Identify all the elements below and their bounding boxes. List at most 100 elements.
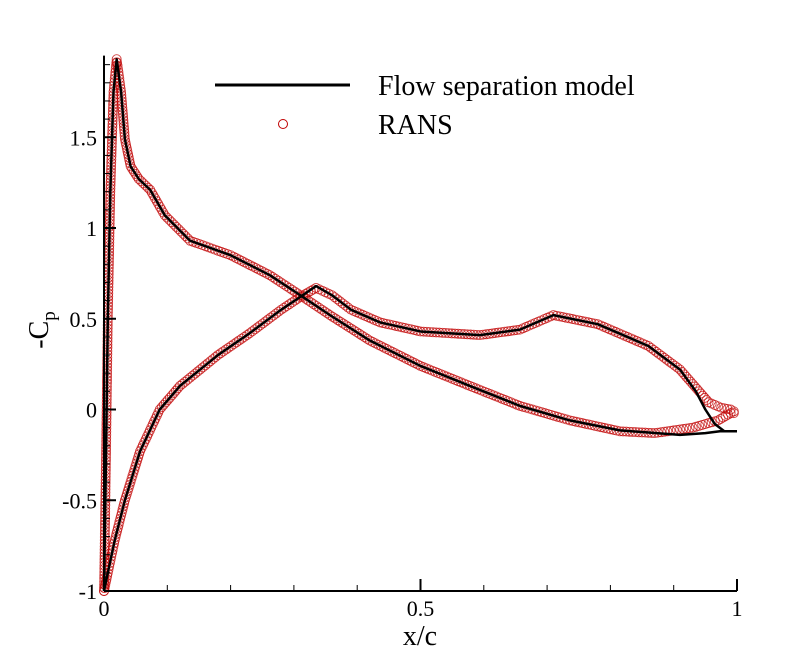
y-tick-label: 0.5 (70, 307, 98, 332)
rans-marker (226, 341, 237, 351)
rans-marker (725, 404, 736, 415)
rans-marker (395, 351, 406, 362)
rans-marker (244, 328, 255, 339)
rans-marker (128, 166, 139, 177)
rans-marker (242, 330, 252, 341)
rans-marker (343, 322, 354, 332)
svg-text:-Cp: -Cp (24, 311, 60, 349)
rans-marker (252, 322, 263, 333)
model-line-0 (102, 57, 737, 592)
rans-marker (319, 306, 330, 317)
legend-label-rans: RANS (378, 110, 453, 141)
rans-marker (212, 350, 223, 360)
rans-marker (373, 339, 384, 350)
rans-marker (333, 315, 343, 326)
rans-marker (154, 201, 165, 212)
rans-marker (646, 342, 656, 353)
rans-marker (151, 196, 162, 207)
rans-marker (354, 328, 365, 339)
rans-marker (659, 352, 670, 363)
rans-marker (404, 355, 415, 366)
rans-marker (148, 190, 159, 201)
rans-marker (343, 302, 354, 313)
rans-marker (247, 326, 258, 337)
x-tick-label: 1 (732, 596, 743, 621)
legend-marker-swatch (278, 119, 288, 129)
rans-marker (276, 304, 287, 315)
rans-marker (145, 184, 156, 195)
y-tick-label: 0 (86, 398, 97, 423)
rans-marker (182, 233, 193, 244)
rans-marker (234, 335, 244, 346)
rans-marker (265, 312, 276, 323)
rans-marker (228, 251, 239, 262)
rans-marker (384, 345, 395, 356)
rans-marker (239, 331, 250, 342)
rans-marker (218, 346, 229, 357)
rans-marker (667, 358, 678, 369)
rans-marker (225, 250, 236, 261)
rans-marker (257, 318, 268, 329)
rans-marker (306, 297, 316, 308)
rans-marker (281, 281, 292, 292)
rans-marker (398, 352, 409, 363)
rans-marker (390, 348, 401, 359)
x-tick-label: 0 (99, 596, 110, 621)
rans-marker (322, 308, 333, 319)
rans-marker (242, 258, 253, 269)
rans-marker (270, 273, 281, 284)
rans-marker (327, 311, 338, 322)
y-axis-label-sub: p (39, 311, 60, 321)
rans-marker (267, 272, 278, 282)
rans-marker (146, 187, 157, 198)
rans-marker (722, 403, 733, 414)
rans-marker (330, 313, 341, 324)
y-tick-label: -0.5 (62, 488, 97, 513)
rans-marker (407, 356, 418, 367)
rans-marker (351, 327, 362, 338)
rans-marker (378, 342, 389, 353)
rans-marker (367, 336, 378, 347)
rans-marker (228, 339, 239, 350)
rans-marker (393, 349, 403, 360)
rans-marker (656, 350, 667, 361)
rans-marker (127, 163, 138, 174)
rans-marker (130, 168, 141, 179)
rans-marker (264, 270, 275, 281)
rans-marker (701, 395, 712, 406)
rans-marker (653, 348, 664, 359)
rans-marker (661, 354, 672, 365)
rans-marker (356, 330, 367, 341)
rans-marker (249, 324, 260, 335)
rans-marker (289, 295, 300, 306)
rans-marker (381, 344, 392, 354)
rans-marker (338, 318, 349, 329)
rans-marker (297, 290, 308, 301)
y-tick-label: -1 (79, 579, 97, 604)
rans-marker (248, 261, 258, 272)
rans-marker (346, 323, 357, 334)
rans-marker (669, 360, 680, 371)
rans-marker (370, 338, 381, 349)
rans-marker (286, 284, 297, 295)
rans-marker (281, 301, 292, 311)
rans-marker (303, 287, 314, 298)
rans-marker (335, 316, 346, 327)
rans-marker (271, 308, 281, 319)
x-tick-label: 0.5 (407, 596, 435, 621)
rans-marker (316, 304, 327, 315)
rans-marker (262, 268, 272, 279)
rans-marker (719, 403, 730, 414)
rans-marker (250, 263, 261, 274)
rans-marker (234, 254, 244, 265)
rans-marker (401, 353, 412, 364)
x-axis-label: x/c (403, 621, 437, 652)
y-axis-label: -Cp (24, 311, 60, 349)
rans-marker (287, 297, 298, 308)
rans-marker (153, 199, 164, 209)
rans-marker (273, 275, 284, 286)
legend: Flow separation model RANS (215, 71, 635, 141)
rans-marker (303, 295, 314, 306)
rans-marker (158, 207, 169, 218)
